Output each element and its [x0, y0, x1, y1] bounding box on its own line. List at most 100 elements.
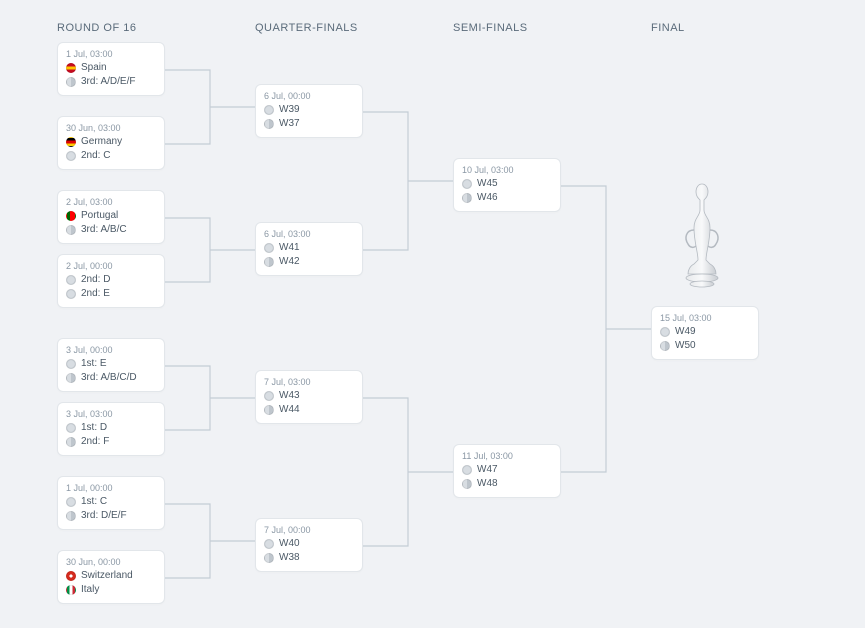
team-name: W42	[279, 256, 300, 267]
team-row: W48	[462, 478, 552, 489]
team-row: W41	[264, 242, 354, 253]
team-name: W46	[477, 192, 498, 203]
match-card[interactable]: 3 Jul, 00:001st: E3rd: A/B/C/D	[57, 338, 165, 392]
match-card[interactable]: 6 Jul, 03:00 W41 W42	[255, 222, 363, 276]
team-flag-icon	[66, 359, 76, 369]
team-name: 2nd: D	[81, 274, 110, 285]
team-row: W45	[462, 178, 552, 189]
team-flag-icon	[66, 585, 76, 595]
team-flag-icon	[264, 243, 274, 253]
team-name: W41	[279, 242, 300, 253]
team-row: W37	[264, 118, 354, 129]
match-date: 15 Jul, 03:00	[660, 313, 750, 323]
match-date: 6 Jul, 00:00	[264, 91, 354, 101]
team-row: Spain	[66, 62, 156, 73]
team-row: 2nd: F	[66, 436, 156, 447]
team-row: W42	[264, 256, 354, 267]
team-flag-icon	[66, 437, 76, 447]
trophy-icon	[672, 182, 732, 292]
team-name: W38	[279, 552, 300, 563]
team-row: 3rd: D/E/F	[66, 510, 156, 521]
header-final: FINAL	[651, 22, 685, 34]
team-name: 3rd: A/B/C/D	[81, 372, 137, 383]
team-row: W39	[264, 104, 354, 115]
team-flag-icon	[264, 391, 274, 401]
team-name: Spain	[81, 62, 107, 73]
team-flag-icon	[66, 225, 76, 235]
team-row: 3rd: A/B/C/D	[66, 372, 156, 383]
match-date: 3 Jul, 00:00	[66, 345, 156, 355]
match-card[interactable]: 2 Jul, 00:00 2nd: D 2nd: E	[57, 254, 165, 308]
team-name: Switzerland	[81, 570, 133, 581]
team-row: 3rd: A/B/C	[66, 224, 156, 235]
match-date: 11 Jul, 03:00	[462, 451, 552, 461]
match-card[interactable]: 11 Jul, 03:00 W47 W48	[453, 444, 561, 498]
team-name: 2nd: E	[81, 288, 110, 299]
team-flag-icon	[264, 119, 274, 129]
team-name: W44	[279, 404, 300, 415]
team-flag-icon	[66, 137, 76, 147]
team-name: 3rd: D/E/F	[81, 510, 127, 521]
match-card[interactable]: 6 Jul, 00:00 W39 W37	[255, 84, 363, 138]
match-date: 7 Jul, 03:00	[264, 377, 354, 387]
team-flag-icon	[66, 289, 76, 299]
team-name: W49	[675, 326, 696, 337]
team-name: 1st: D	[81, 422, 107, 433]
match-card[interactable]: 1 Jul, 00:00 1st: C 3rd: D/E/F	[57, 476, 165, 530]
team-name: W50	[675, 340, 696, 351]
tournament-bracket: ROUND OF 16 QUARTER-FINALS SEMI-FINALS F…	[0, 0, 865, 628]
header-sf: SEMI-FINALS	[453, 22, 528, 34]
match-card[interactable]: 15 Jul, 03:00 W49 W50	[651, 306, 759, 360]
team-name: W43	[279, 390, 300, 401]
team-row: W38	[264, 552, 354, 563]
team-flag-icon	[66, 571, 76, 581]
team-flag-icon	[66, 423, 76, 433]
team-row: W46	[462, 192, 552, 203]
match-card[interactable]: 3 Jul, 03:00 1st: D 2nd: F	[57, 402, 165, 456]
team-row: 2nd: E	[66, 288, 156, 299]
team-flag-icon	[66, 211, 76, 221]
team-flag-icon	[462, 193, 472, 203]
match-date: 1 Jul, 00:00	[66, 483, 156, 493]
match-card[interactable]: 1 Jul, 03:00Spain3rd: A/D/E/F	[57, 42, 165, 96]
team-row: W49	[660, 326, 750, 337]
team-flag-icon	[66, 497, 76, 507]
match-date: 30 Jun, 03:00	[66, 123, 156, 133]
match-date: 6 Jul, 03:00	[264, 229, 354, 239]
team-row: 1st: C	[66, 496, 156, 507]
match-date: 30 Jun, 00:00	[66, 557, 156, 567]
match-date: 7 Jul, 00:00	[264, 525, 354, 535]
team-row: W47	[462, 464, 552, 475]
team-flag-icon	[264, 257, 274, 267]
team-flag-icon	[264, 105, 274, 115]
team-flag-icon	[66, 77, 76, 87]
team-flag-icon	[264, 553, 274, 563]
match-card[interactable]: 30 Jun, 00:00 Switzerland Italy	[57, 550, 165, 604]
team-flag-icon	[66, 511, 76, 521]
team-row: Italy	[66, 584, 156, 595]
team-name: 2nd: C	[81, 150, 110, 161]
match-date: 2 Jul, 00:00	[66, 261, 156, 271]
team-row: 3rd: A/D/E/F	[66, 76, 156, 87]
team-flag-icon	[660, 327, 670, 337]
team-name: 3rd: A/B/C	[81, 224, 127, 235]
team-row: W40	[264, 538, 354, 549]
header-qf: QUARTER-FINALS	[255, 22, 358, 34]
team-row: W43	[264, 390, 354, 401]
match-card[interactable]: 10 Jul, 03:00W45W46	[453, 158, 561, 212]
match-date: 3 Jul, 03:00	[66, 409, 156, 419]
team-name: 2nd: F	[81, 436, 109, 447]
team-name: W45	[477, 178, 498, 189]
match-card[interactable]: 30 Jun, 03:00Germany2nd: C	[57, 116, 165, 170]
team-name: W47	[477, 464, 498, 475]
match-card[interactable]: 7 Jul, 03:00 W43 W44	[255, 370, 363, 424]
team-name: W48	[477, 478, 498, 489]
team-name: Italy	[81, 584, 99, 595]
team-row: Switzerland	[66, 570, 156, 581]
team-flag-icon	[660, 341, 670, 351]
team-name: 3rd: A/D/E/F	[81, 76, 135, 87]
match-card[interactable]: 7 Jul, 00:00 W40 W38	[255, 518, 363, 572]
match-card[interactable]: 2 Jul, 03:00Portugal3rd: A/B/C	[57, 190, 165, 244]
team-flag-icon	[264, 405, 274, 415]
team-name: W37	[279, 118, 300, 129]
